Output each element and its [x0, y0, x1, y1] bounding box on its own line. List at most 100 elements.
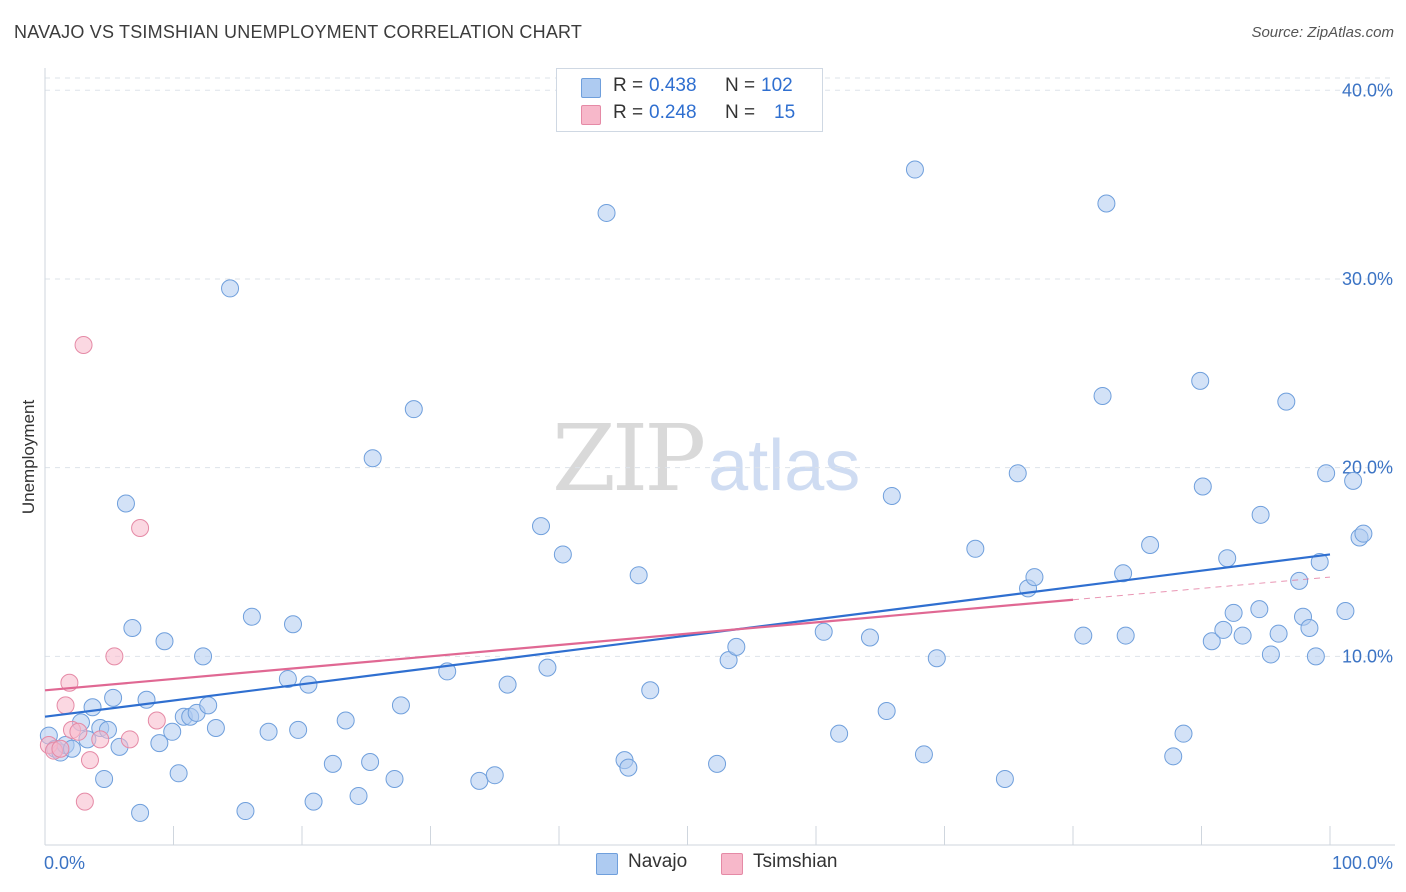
navajo-point [155, 632, 174, 651]
y-axis-label: Unemployment [19, 400, 38, 515]
tsimshian-point [75, 792, 94, 811]
legend-r-label: R = [613, 75, 644, 96]
gridlines [45, 77, 1395, 657]
x-tick-label: 0.0% [44, 853, 85, 873]
navajo-point [597, 203, 616, 222]
navajo-point [1025, 568, 1044, 587]
source-credit: Source: ZipAtlas.com [1251, 24, 1394, 41]
navajo-point [1174, 724, 1193, 743]
navajo-point [349, 786, 368, 805]
watermark: ZIPatlas [552, 405, 860, 512]
navajo-point [1261, 645, 1280, 664]
tsimshian-point [91, 730, 110, 749]
navajo-point [641, 681, 660, 700]
navajo-point [995, 769, 1014, 788]
navajo-point [814, 622, 833, 641]
navajo-point [363, 449, 382, 468]
navajo-point [1310, 552, 1329, 571]
navajo-point [361, 752, 380, 771]
navajo-point [259, 722, 278, 741]
tsimshian-swatch [721, 853, 743, 875]
navajo-point [236, 802, 255, 821]
navajo-points [39, 160, 1373, 822]
legend-n-label: N = [725, 75, 756, 96]
navajo-point [1277, 392, 1296, 411]
navajo-point [131, 803, 150, 822]
navajo-swatch [581, 78, 601, 98]
navajo-point [1141, 536, 1160, 555]
correlation-legend: R = 0.438 N = 102 R = 0.248 N = 15 [556, 68, 823, 132]
tsimshian-point [74, 336, 93, 355]
navajo-point [1354, 524, 1373, 543]
navajo-point [1251, 505, 1270, 524]
navajo-point [532, 517, 551, 536]
navajo-point [199, 696, 218, 715]
navajo-point [95, 769, 114, 788]
navajo-point [1074, 626, 1093, 645]
tick-labels: 10.0%20.0%30.0%40.0%0.0% 100.0% [44, 80, 1393, 873]
navajo-point [1306, 647, 1325, 666]
navajo-point [882, 486, 901, 505]
navajo-point [1224, 603, 1243, 622]
y-tick-label: 30.0% [1342, 269, 1393, 289]
navajo-point [1114, 564, 1133, 583]
navajo-point [877, 702, 896, 721]
navajo-point [304, 792, 323, 811]
tsimshian-swatch [581, 105, 601, 125]
legend-label-navajo: Navajo [628, 851, 688, 872]
navajo-point [1093, 386, 1112, 405]
tsimshian-point [120, 730, 139, 749]
navajo-trend-line [44, 553, 1331, 718]
navajo-point [289, 720, 308, 739]
navajo-point [485, 766, 504, 785]
navajo-point [336, 711, 355, 730]
navajo-point [163, 722, 182, 741]
navajo-point [470, 771, 489, 790]
navajo-point [1233, 626, 1252, 645]
navajo-point [1344, 471, 1363, 490]
navajo-point [1269, 624, 1288, 643]
navajo-point [104, 688, 123, 707]
tsimshian-point [131, 519, 150, 538]
navajo-point [150, 734, 169, 753]
watermark-zip: ZIP [552, 405, 706, 512]
tsimshian-points [39, 336, 166, 811]
tsimshian-point [105, 647, 124, 666]
navajo-point [206, 719, 225, 738]
navajo-point [1218, 549, 1237, 568]
navajo-point [242, 607, 261, 626]
chart-title: NAVAJO VS TSIMSHIAN UNEMPLOYMENT CORRELA… [14, 22, 583, 42]
navajo-point [927, 649, 946, 668]
navajo-point [1202, 632, 1221, 651]
navajo-point [708, 754, 727, 773]
navajo-point [905, 160, 924, 179]
navajo-point [1300, 619, 1319, 638]
trend-lines [44, 553, 1331, 718]
navajo-point [1214, 620, 1233, 639]
navajo-point [553, 545, 572, 564]
navajo-point [1116, 626, 1135, 645]
navajo-point [284, 615, 303, 634]
navajo-point [391, 696, 410, 715]
navajo-point [404, 400, 423, 419]
navajo-point [221, 279, 240, 298]
y-tick-label: 10.0% [1342, 646, 1393, 666]
navajo-point [83, 698, 102, 717]
y-tick-label: 40.0% [1342, 80, 1393, 100]
navajo-point [830, 724, 849, 743]
navajo-point [1164, 747, 1183, 766]
navajo-point [1336, 602, 1355, 621]
navajo-point [727, 637, 746, 656]
legend-label-tsimshian: Tsimshian [753, 851, 838, 872]
navajo-point [966, 539, 985, 558]
navajo-point [498, 675, 517, 694]
tsimshian-point [147, 711, 166, 730]
tsimshian-point [80, 751, 99, 770]
axes [44, 68, 1395, 846]
navajo-point [123, 619, 142, 638]
navajo-point [116, 494, 135, 513]
navajo-point [914, 745, 933, 764]
tsimshian-trend-line [44, 598, 1074, 692]
tsimshian-point [56, 696, 75, 715]
